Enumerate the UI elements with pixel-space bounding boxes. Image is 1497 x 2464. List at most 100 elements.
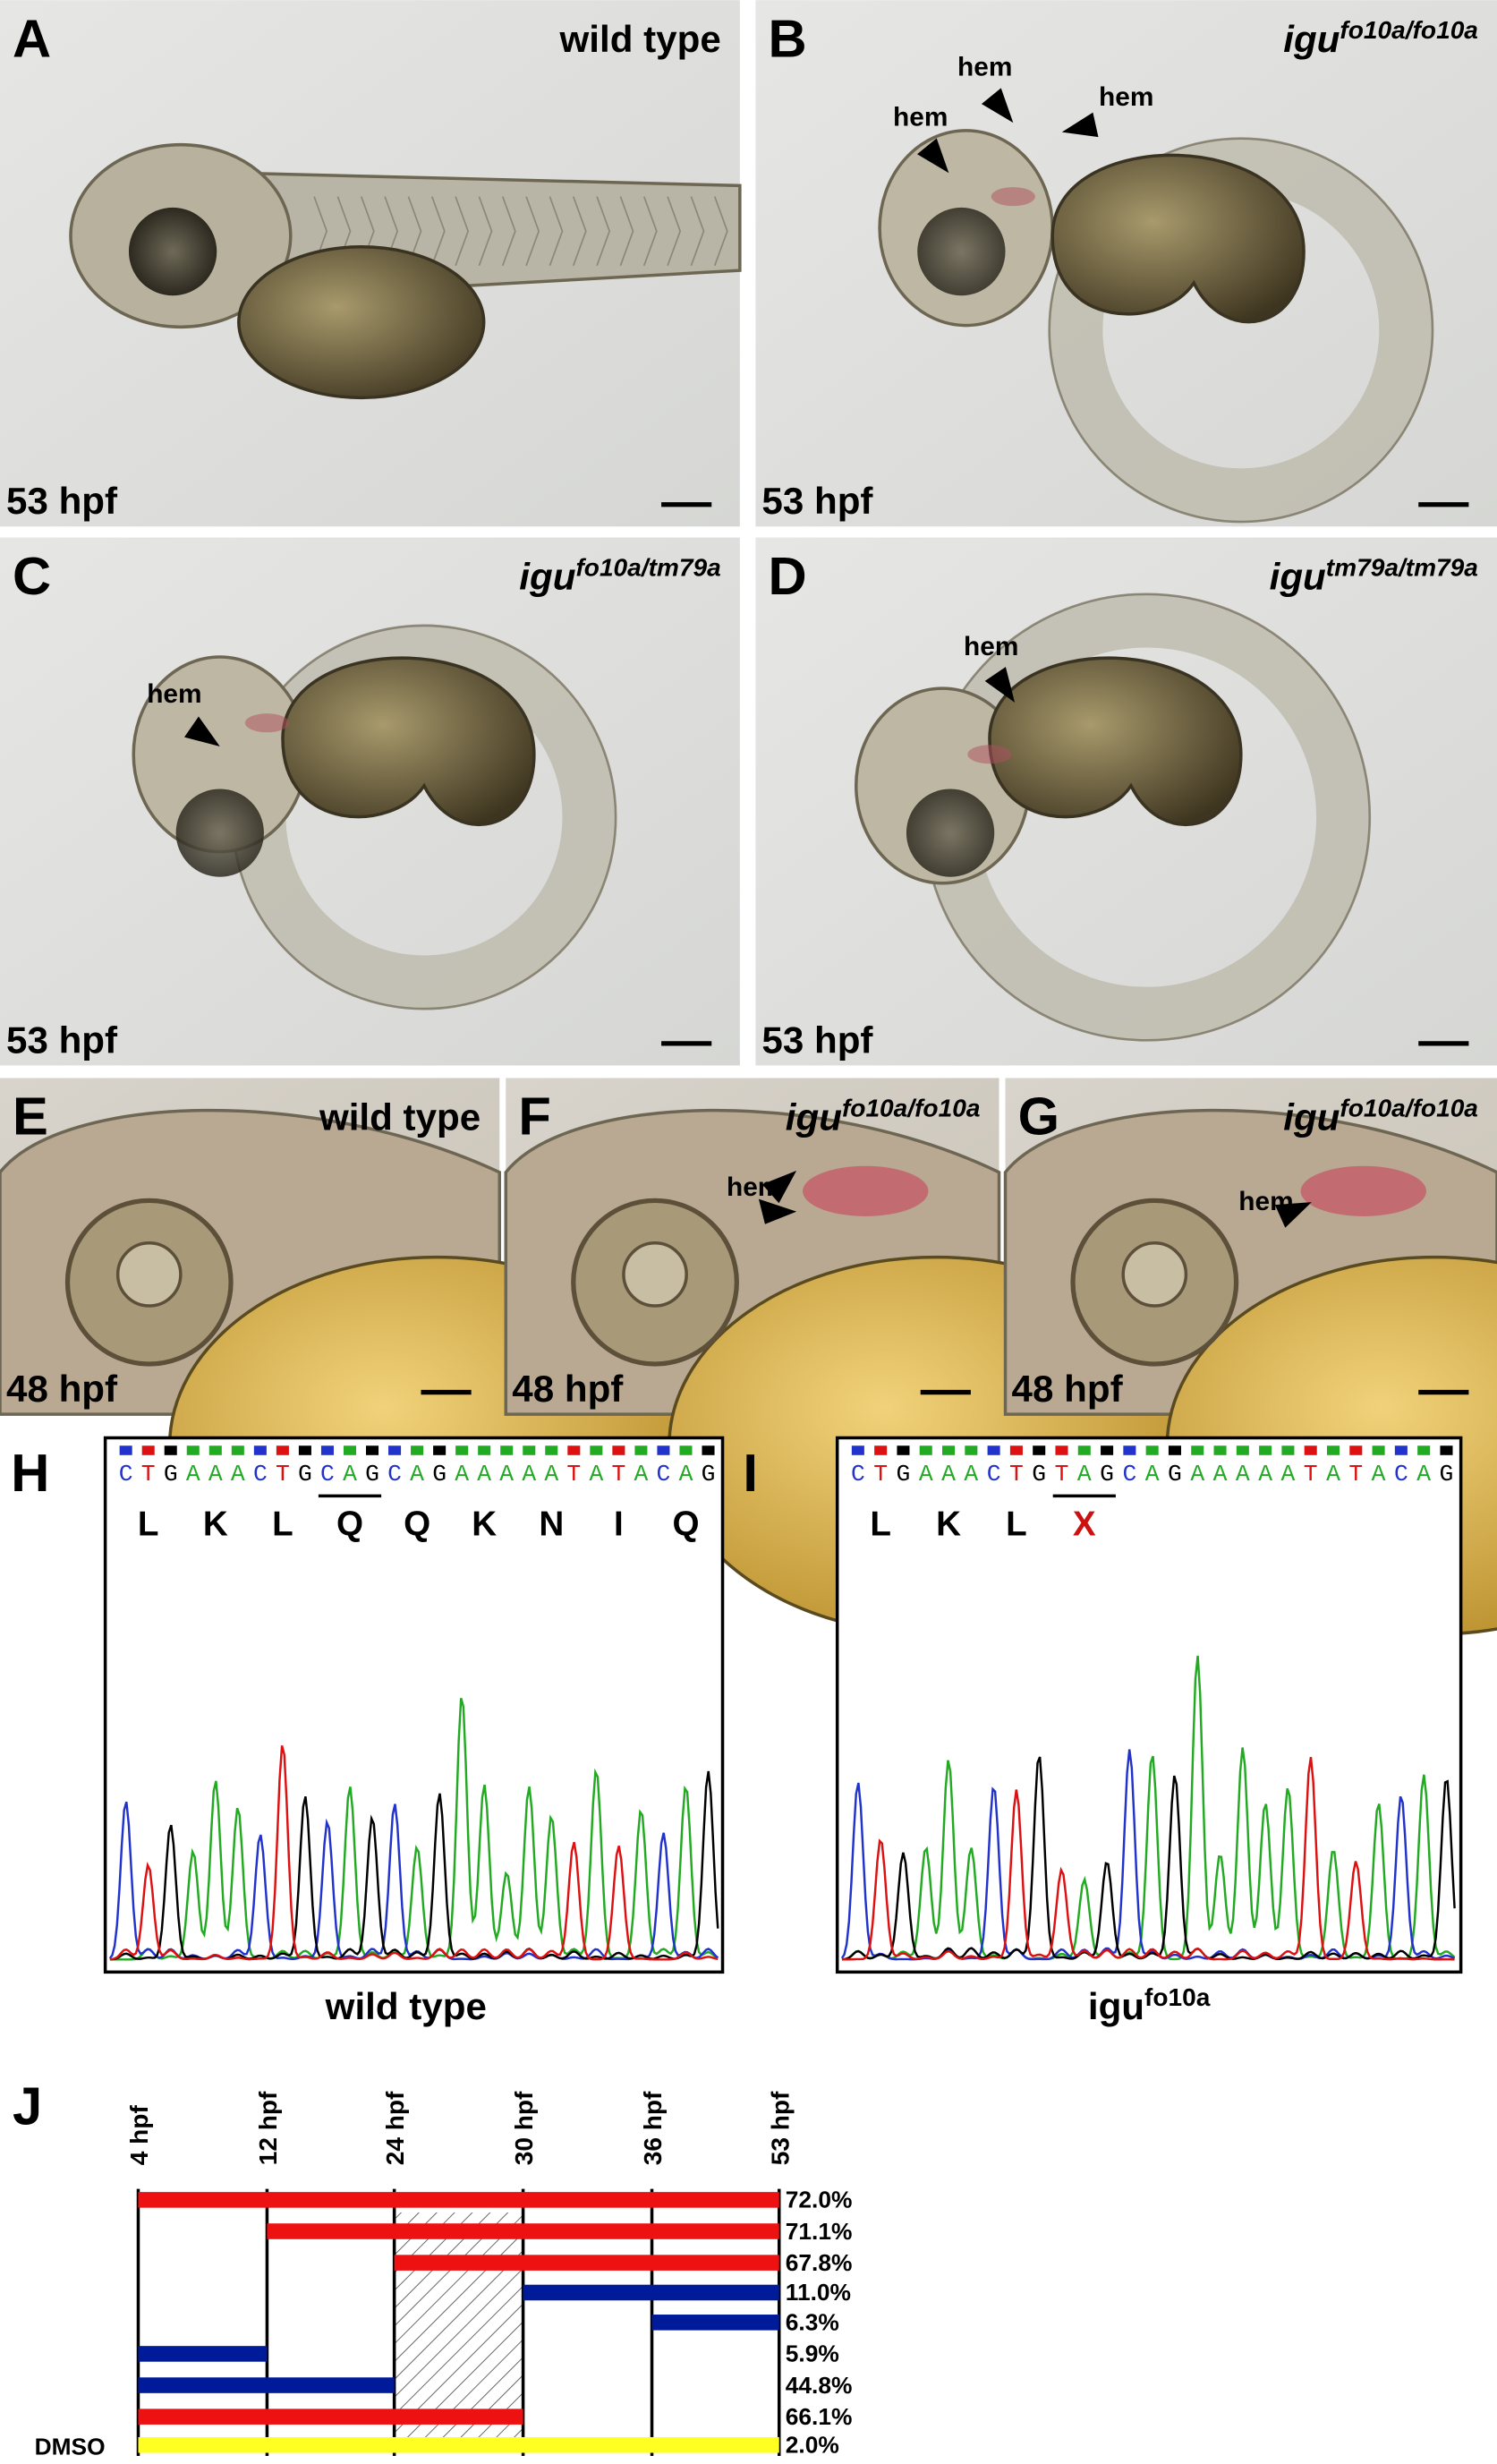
panel-letter: E (13, 1087, 48, 1147)
allele: fo10a/fo10a (842, 1094, 981, 1121)
somite (667, 196, 682, 267)
arrowhead (981, 88, 1014, 124)
base-marker (253, 1445, 267, 1455)
lens (1121, 1241, 1188, 1308)
row-label: DMSO (35, 2433, 106, 2460)
base: A (410, 1461, 424, 1488)
base-marker (119, 1445, 132, 1455)
timepoint-label: 12 hpf (254, 2091, 282, 2165)
timepoint-label: 4 hpf (125, 2105, 153, 2166)
base: A (1326, 1461, 1340, 1488)
genotype: igufo10a/fo10a (786, 1094, 981, 1138)
base-marker (208, 1445, 222, 1455)
base: A (343, 1461, 357, 1488)
amino-acid: L (138, 1505, 159, 1543)
base-marker (320, 1445, 334, 1455)
base: A (589, 1461, 603, 1488)
arrowhead (184, 716, 220, 747)
yolk (1050, 153, 1306, 324)
lens (622, 1241, 688, 1308)
genotype: igufo10a/fo10a (1283, 16, 1478, 61)
hemorrhage (967, 745, 1012, 764)
panel-letter: G (1018, 1087, 1059, 1147)
somite (690, 196, 705, 267)
base-marker (590, 1445, 603, 1455)
base: A (231, 1461, 245, 1488)
percent-label: 44.8% (786, 2372, 853, 2399)
base: A (919, 1461, 933, 1488)
somite (478, 196, 493, 267)
base-marker (343, 1445, 357, 1455)
base-marker (1033, 1445, 1046, 1455)
stage-label: 48 hpf (1012, 1368, 1124, 1410)
amino-acid: K (203, 1505, 228, 1543)
arrowhead (1274, 1202, 1312, 1228)
base: C (657, 1461, 671, 1488)
base: T (566, 1461, 581, 1488)
yolk (281, 656, 536, 826)
hem-label: hem (957, 52, 1012, 81)
somite (713, 196, 728, 267)
stage-label: 53 hpf (761, 1019, 873, 1061)
stage-label: 48 hpf (512, 1368, 624, 1410)
base: A (1077, 1461, 1092, 1488)
base: A (186, 1461, 200, 1488)
timeline-panel: J 4 hpf 12 hpf 24 hpf 30 hpf 36 hpf 53 hpf 72.0… (13, 2076, 852, 2460)
base: A (1145, 1461, 1160, 1488)
base-marker (1394, 1445, 1408, 1455)
somite (619, 196, 634, 267)
trace (841, 1757, 1455, 1961)
somite (572, 196, 587, 267)
base-marker (523, 1445, 536, 1455)
base-marker (897, 1445, 910, 1455)
base: C (253, 1461, 268, 1488)
base: T (1055, 1461, 1069, 1488)
base-marker (433, 1445, 447, 1455)
base-marker (634, 1445, 648, 1455)
base-marker (411, 1445, 424, 1455)
timepoint-label: 36 hpf (639, 2091, 667, 2165)
base: G (897, 1461, 911, 1488)
base: A (477, 1461, 491, 1488)
base: C (119, 1461, 133, 1488)
somite (525, 196, 540, 267)
base: A (499, 1461, 514, 1488)
treatment-bar (651, 2315, 779, 2331)
base-marker (1213, 1445, 1227, 1455)
base: T (276, 1461, 290, 1488)
base: G (1032, 1461, 1046, 1488)
hatched-region (394, 2212, 523, 2441)
hemorrhage (991, 187, 1035, 207)
treatment-bar (138, 2192, 779, 2208)
base: A (455, 1461, 469, 1488)
panel-letter: I (743, 1443, 758, 1503)
base: A (1372, 1461, 1386, 1488)
base-marker (919, 1445, 932, 1455)
base-marker (455, 1445, 469, 1455)
treatment-bar (138, 2346, 268, 2362)
eye (175, 789, 264, 877)
base: T (1009, 1461, 1024, 1488)
base-marker (231, 1445, 244, 1455)
base-marker (1440, 1445, 1453, 1455)
allele: fo10a/tm79a (575, 553, 720, 581)
base: T (873, 1461, 888, 1488)
base: A (1258, 1461, 1272, 1488)
gene: igu (1283, 18, 1340, 60)
base-marker (164, 1445, 177, 1455)
genotype: igutm79a/tm79a (1270, 553, 1478, 597)
arrowhead (758, 1198, 797, 1224)
timepoint-label: 24 hpf (381, 2091, 409, 2165)
timepoint-label: 53 hpf (766, 2091, 794, 2165)
trace (841, 1756, 1456, 1961)
treatment-bar (138, 2436, 779, 2453)
panel-letter: B (768, 8, 806, 68)
arrowhead (917, 138, 949, 174)
genotype: wild type (559, 18, 721, 60)
allele: fo10a/fo10a (1340, 1094, 1478, 1121)
base: A (522, 1461, 536, 1488)
panel-letter: C (13, 546, 51, 606)
